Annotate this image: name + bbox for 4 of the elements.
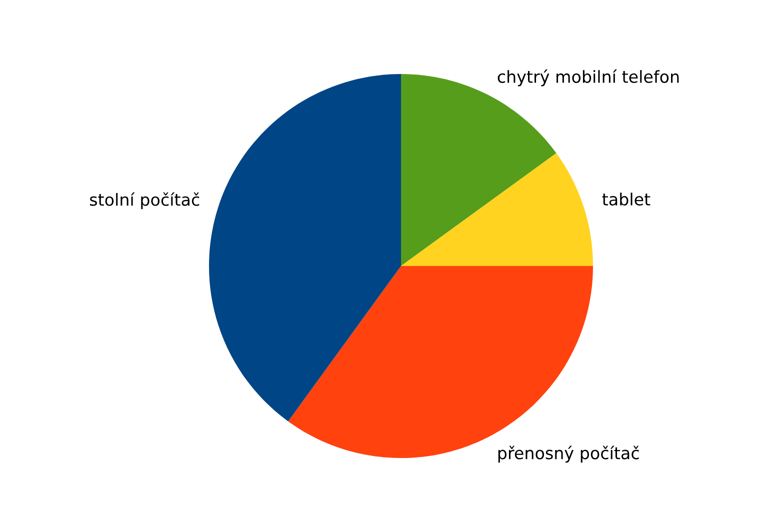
- slice-label: přenosný počítač: [498, 446, 639, 463]
- slice-label: stolní počítač: [90, 192, 200, 210]
- slice-label: chytrý mobilní telefon: [498, 69, 679, 86]
- slice-label: tablet: [602, 192, 650, 206]
